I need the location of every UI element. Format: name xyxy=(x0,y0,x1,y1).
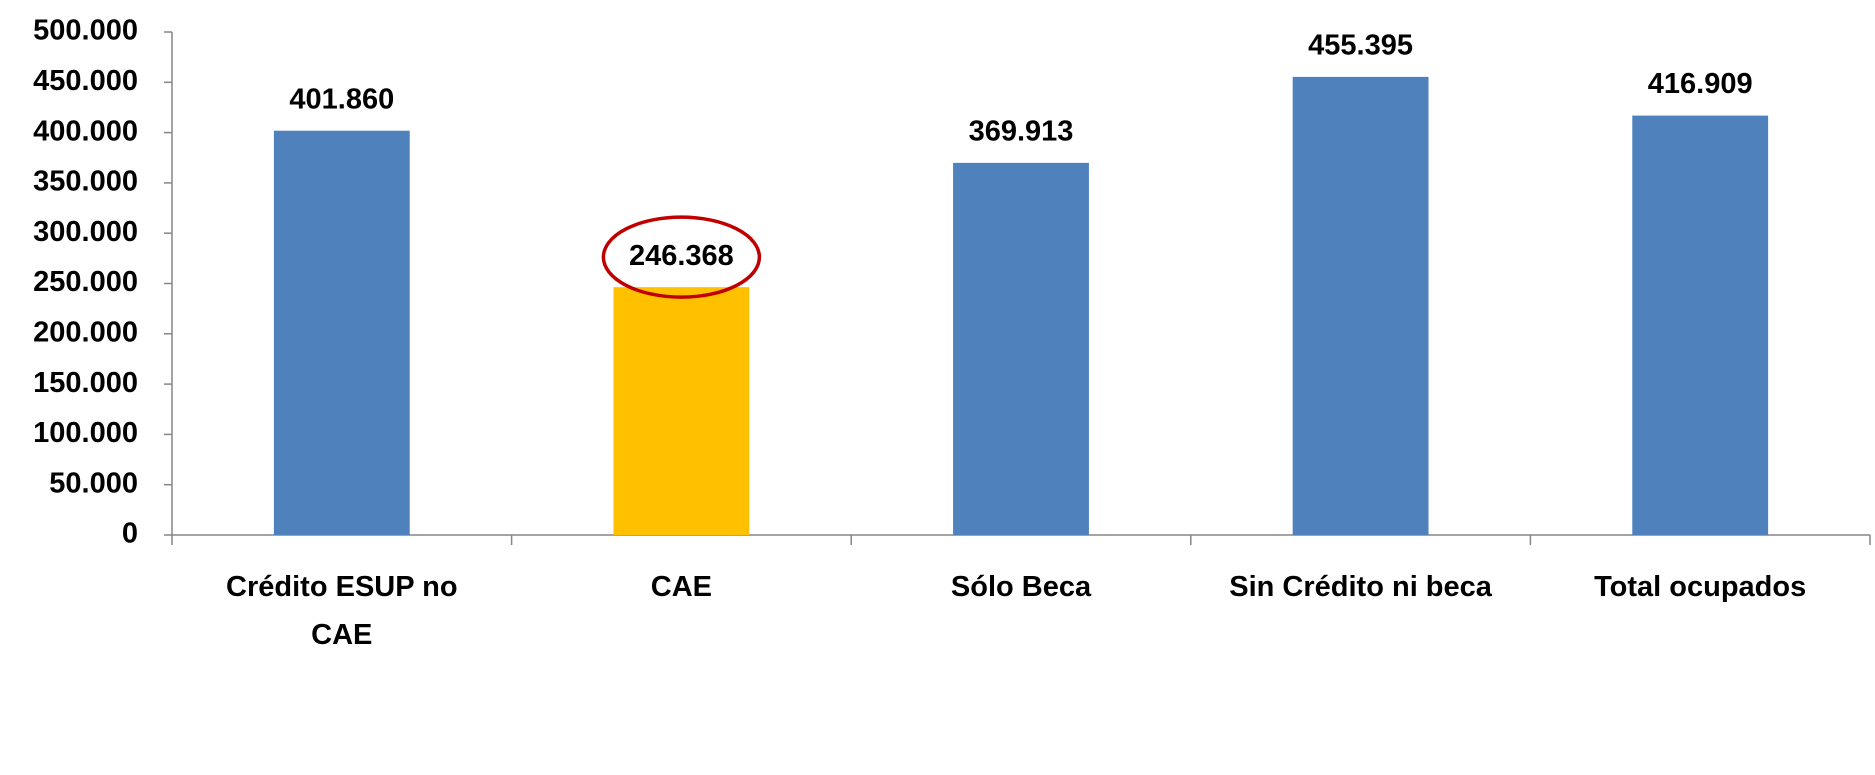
y-tick-label: 350.000 xyxy=(33,166,138,198)
bar xyxy=(613,287,750,535)
highlight-ellipse xyxy=(601,215,762,299)
value-label: 455.395 xyxy=(1308,30,1413,62)
y-tick-label: 400.000 xyxy=(33,115,138,147)
value-label: 246.368 xyxy=(629,240,734,272)
y-tick-label: 450.000 xyxy=(33,65,138,97)
y-tick-label: 200.000 xyxy=(33,316,138,348)
y-tick-label: 100.000 xyxy=(33,417,138,449)
bar xyxy=(273,130,410,536)
x-tick-label: Total ocupados xyxy=(1594,571,1807,603)
x-tick-label: Sólo Beca xyxy=(950,571,1092,603)
x-tick-label: Sin Crédito ni beca xyxy=(1229,571,1492,603)
bar xyxy=(953,162,1089,535)
bar xyxy=(1292,76,1429,536)
y-tick-label: 500.000 xyxy=(33,15,138,47)
y-tick-label: 300.000 xyxy=(33,216,138,248)
y-tick-label: 0 xyxy=(122,518,138,550)
bar xyxy=(1632,115,1769,536)
y-tick-label: 50.000 xyxy=(49,467,138,499)
y-tick-label: 150.000 xyxy=(33,367,138,399)
x-tick-label: Crédito ESUP no CAE xyxy=(226,571,458,651)
x-tick-label: CAE xyxy=(650,571,712,603)
value-label: 369.913 xyxy=(969,116,1074,148)
value-label: 416.909 xyxy=(1648,68,1753,100)
value-label: 401.860 xyxy=(289,83,394,115)
y-tick-label: 250.000 xyxy=(33,266,138,298)
